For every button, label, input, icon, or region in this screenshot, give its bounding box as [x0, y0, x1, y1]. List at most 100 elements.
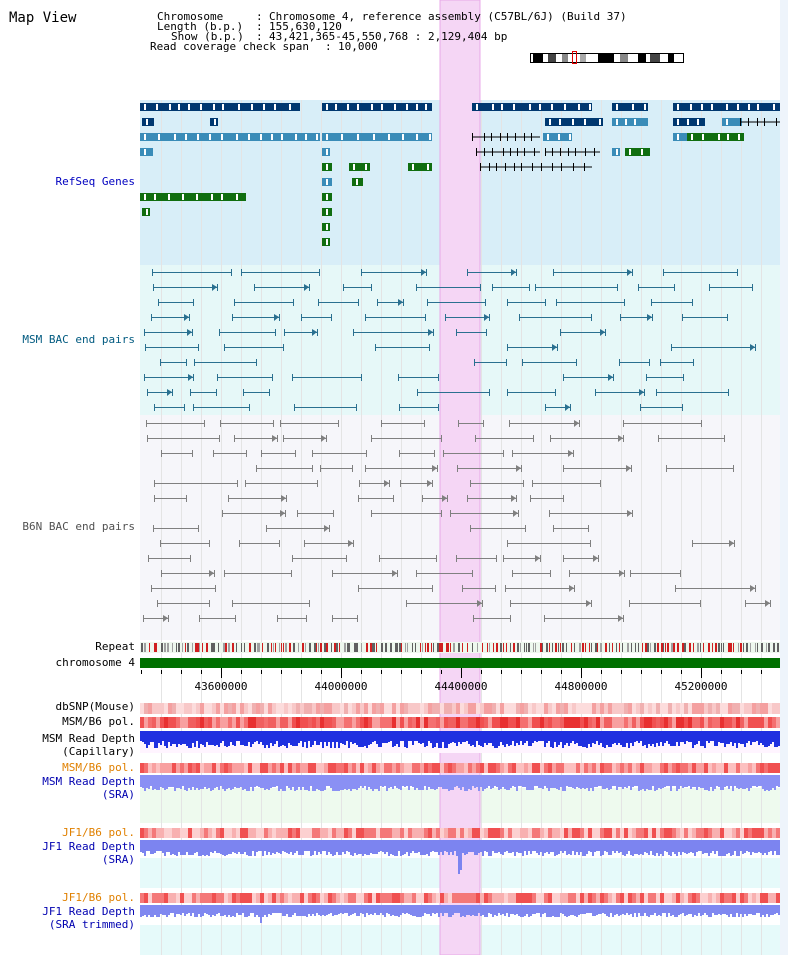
jf1-sra-depth-bar [422, 840, 424, 855]
msm-sra-pol-cell [708, 763, 712, 773]
length-value: 155,630,120 [269, 20, 342, 33]
repeat-element [645, 643, 647, 652]
bac-end-arrow [750, 585, 755, 592]
track-label-jf1-b6-pol[interactable]: JF1/B6 pol. [62, 826, 135, 839]
dbsnp-density-cell [576, 703, 580, 714]
msm-capillary-depth-bar [600, 731, 602, 743]
msm-capillary-depth-bar [468, 731, 470, 744]
msm-capillary-depth-bar [674, 731, 676, 746]
gene-exon-gap [616, 104, 618, 110]
msm-pol-density-cell [292, 717, 296, 728]
jf1-pol-cell [736, 828, 740, 838]
jf1-trim-depth-bar [168, 905, 170, 915]
refseq-gene [687, 133, 744, 141]
right-margin [780, 0, 788, 955]
track-label-msm-bac[interactable]: MSM BAC end pairs [22, 333, 135, 346]
gene-exon-gap [616, 119, 618, 125]
dbsnp-density-cell [440, 703, 444, 714]
dbsnp-density-cell [252, 703, 256, 714]
jf1-pol-2-cell [480, 893, 484, 903]
msm-sra-depth-bar [262, 775, 264, 788]
jf1-trim-depth-bar [282, 905, 284, 916]
msm-pol-density-cell [612, 717, 616, 728]
jf1-trim-depth-bar [350, 905, 352, 915]
jf1-pol-2-cell [280, 893, 284, 903]
msm-sra-depth-bar [228, 775, 230, 788]
track-label-jf1-depth-trimmed[interactable]: JF1 Read Depth [42, 905, 135, 918]
jf1-sra-depth-bar [702, 840, 704, 854]
msm-pol-density-cell [724, 717, 728, 728]
jf1-pol-2-cell [264, 893, 268, 903]
msm-sra-depth-bar [772, 775, 774, 788]
msm-sra-depth-bar [300, 775, 302, 790]
msm-sra-pol-cell [392, 763, 396, 773]
msm-sra-depth-bar [724, 775, 726, 787]
jf1-pol-cell [760, 828, 764, 838]
track-label-refseq-genes[interactable]: RefSeq Genes [55, 175, 135, 188]
msm-capillary-depth-bar [372, 731, 374, 742]
msm-capillary-depth-bar [544, 731, 546, 747]
jf1-pol-2-cell [616, 893, 620, 903]
msm-sra-depth-bar [610, 775, 612, 789]
gene-exon-gap [213, 104, 215, 110]
ideogram-band [533, 54, 543, 62]
jf1-sra-depth-bar [334, 840, 336, 855]
jf1-sra-depth-bar [164, 840, 166, 856]
jf1-trim-depth-bar [602, 905, 604, 913]
jf1-pol-cell [364, 828, 368, 838]
track-label-jf1-depth-sra[interactable]: JF1 Read Depth [42, 840, 135, 853]
msm-sra-depth-bar [576, 775, 578, 787]
msm-sra-depth-bar [276, 775, 278, 786]
msm-pol-density-cell [740, 717, 744, 728]
msm-sra-depth-bar [280, 775, 282, 789]
jf1-trim-depth-bar [454, 905, 456, 913]
track-label-repeat[interactable]: Repeat [95, 640, 135, 653]
jf1-pol-2-cell [656, 893, 660, 903]
coverage-label: Read coverage check span [150, 40, 309, 53]
jf1-sra-depth-bar [514, 840, 516, 856]
bac-end-arrow [187, 329, 192, 336]
jf1-sra-depth-bar [698, 840, 700, 851]
track-label-b6n-bac[interactable]: B6N BAC end pairs [22, 520, 135, 533]
msm-capillary-depth-bar [366, 731, 368, 748]
msm-capillary-depth-bar [144, 731, 146, 744]
msm-capillary-depth-bar [384, 731, 386, 743]
msm-capillary-depth-bar [222, 731, 224, 741]
track-label-dbsnp[interactable]: dbSNP(Mouse) [55, 700, 135, 713]
jf1-trim-depth-bar [248, 905, 250, 916]
msm-sra-pol-cell [756, 763, 760, 773]
jf1-pol-cell [488, 828, 492, 838]
repeat-element [320, 643, 322, 652]
msm-sra-depth-bar [662, 775, 664, 788]
msm-sra-depth-bar [730, 775, 732, 786]
repeat-element [244, 643, 245, 652]
msm-capillary-depth-bar [516, 731, 518, 743]
jf1-trim-depth-bar [348, 905, 350, 916]
jf1-pol-cell [576, 828, 580, 838]
repeat-element [627, 643, 629, 652]
msm-pol-density-cell [712, 717, 716, 728]
jf1-sra-depth-bar [548, 840, 550, 854]
jf1-sra-depth-bar [648, 840, 650, 855]
bac-end-arrow [432, 465, 437, 472]
msm-capillary-depth-bar [220, 731, 222, 743]
msm-sra-pol-cell [176, 763, 180, 773]
dbsnp-density-cell [276, 703, 280, 714]
msm-capillary-depth-bar [188, 731, 190, 748]
msm-sra-depth-bar [152, 775, 154, 790]
jf1-trim-depth-bar [730, 905, 732, 914]
gene-exon-gap [381, 104, 383, 110]
track-label-msm-b6-pol[interactable]: MSM/B6 pol. [62, 715, 135, 728]
jf1-sra-depth-bar [554, 840, 556, 856]
jf1-pol-cell [388, 828, 392, 838]
track-label-msm-depth-capillary[interactable]: MSM Read Depth [42, 732, 135, 745]
jf1-pol-cell [564, 828, 568, 838]
track-label-jf1-b6-pol-2[interactable]: JF1/B6 pol. [62, 891, 135, 904]
jf1-sra-depth-bar [194, 840, 196, 853]
dbsnp-density-cell [404, 703, 408, 714]
track-label-msm-b6-pol-sra[interactable]: MSM/B6 pol. [62, 761, 135, 774]
msm-pol-density-cell [324, 717, 328, 728]
msm-sra-depth-bar [434, 775, 436, 790]
track-label-msm-depth-sra[interactable]: MSM Read Depth [42, 775, 135, 788]
